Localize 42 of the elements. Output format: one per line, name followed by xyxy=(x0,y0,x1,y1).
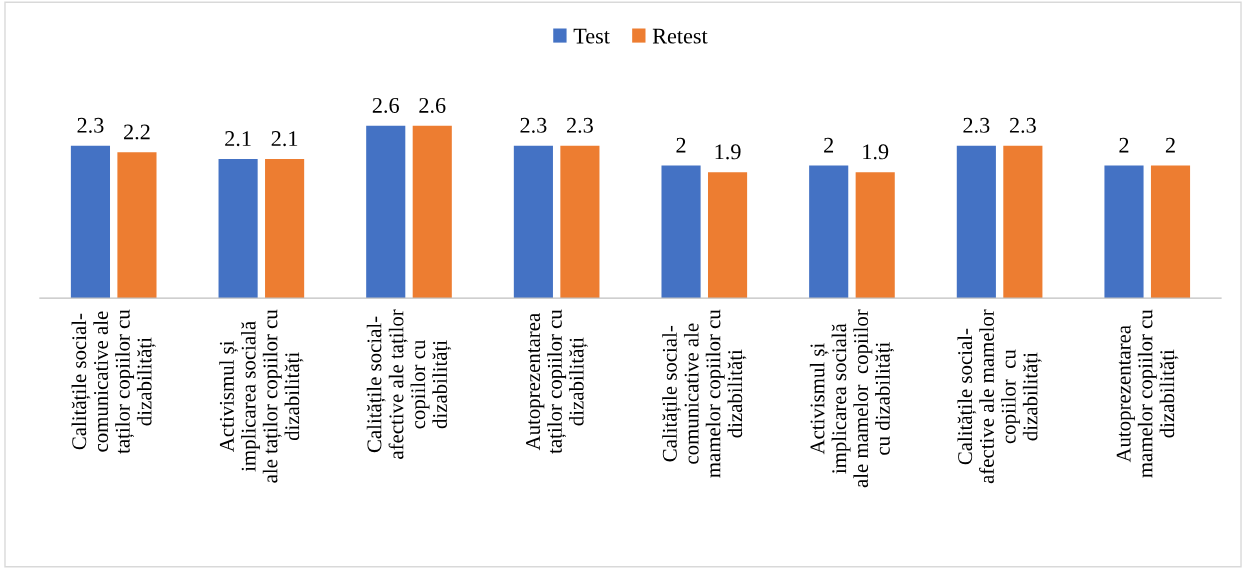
bar xyxy=(809,165,849,299)
data-label: 2 xyxy=(1119,137,1129,153)
data-label: 2.3 xyxy=(963,117,990,133)
bar xyxy=(70,145,111,299)
data-label: 1.9 xyxy=(863,144,889,160)
x-tick-label: Activismul și implicarea socială ale mamelor copiilor cu dizabilități xyxy=(809,309,895,488)
data-label: 1.9 xyxy=(715,144,741,160)
bar xyxy=(117,152,157,299)
bar xyxy=(366,125,406,299)
x-tick-label: Calitățile social- afective ale mamelor copiilor cu dizabilități xyxy=(957,309,1042,484)
x-tick-label: Activismul și implicarea socială ale taților copiilor cu dizabilități xyxy=(219,309,304,483)
data-label: 2.3 xyxy=(566,117,593,133)
x-tick-label: Autoprezentarea taților copiilor cu dizabilități xyxy=(526,309,588,454)
data-label: 2 xyxy=(676,137,686,153)
bar xyxy=(1003,145,1043,299)
x-tick-label: Autoprezentarea mamelor copiilor cu dizabilități xyxy=(1116,309,1179,478)
data-label: 2.2 xyxy=(124,124,150,140)
data-label: 2.3 xyxy=(77,117,104,133)
data-label: 2.6 xyxy=(419,97,446,113)
bar xyxy=(560,145,600,299)
bar xyxy=(855,172,895,299)
data-label: 2.3 xyxy=(1009,117,1036,133)
data-label: 2.1 xyxy=(225,131,251,147)
data-label: 2.1 xyxy=(271,131,298,147)
bar xyxy=(661,165,701,299)
legend-label: Test xyxy=(573,28,610,44)
legend-label: Retest xyxy=(652,28,708,44)
x-tick-label: Calitățile social- comunicative ale mamelor copiilor cu dizabilități xyxy=(662,309,747,478)
bar xyxy=(513,145,553,299)
bar xyxy=(1104,165,1144,299)
bar xyxy=(707,172,748,299)
data-label: 2.3 xyxy=(520,117,547,133)
bar xyxy=(218,158,258,299)
bar xyxy=(265,158,305,299)
data-label: 2 xyxy=(824,137,834,153)
bar xyxy=(412,125,452,299)
x-tick-label: Calitățile social- comunicative ale taților copiilor cu dizabilități xyxy=(71,309,156,454)
bar xyxy=(1150,165,1191,299)
data-label: 2.6 xyxy=(372,97,399,113)
bar xyxy=(956,145,996,299)
data-label: 2 xyxy=(1165,137,1175,153)
x-tick-label: Calitățile social- afective ale taților copiilor cu dizabilități xyxy=(366,309,452,459)
